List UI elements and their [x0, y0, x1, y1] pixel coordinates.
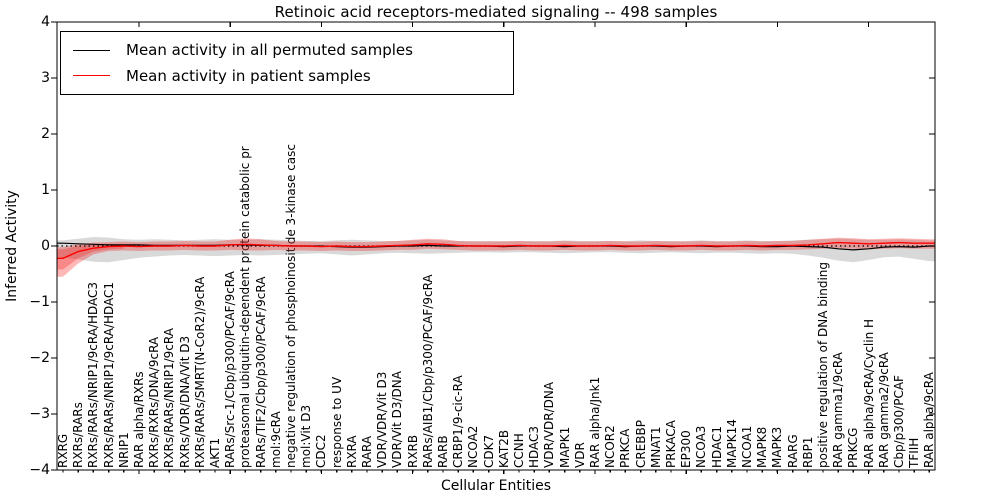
- legend-item-permuted: Mean activity in all permuted samples: [61, 41, 513, 59]
- x-tick-label: AKT1: [208, 437, 222, 468]
- x-tick-label: proteasomal ubiquitin-dependent protein …: [238, 146, 253, 468]
- y-tick-label: 0: [41, 238, 50, 254]
- x-tick-label: RAR alpha/Jnk1: [588, 376, 602, 468]
- x-tick-label: NCOA2: [466, 425, 481, 468]
- x-tick-label: CREBBP: [633, 420, 648, 468]
- x-tick-label: CRBP1/9-cic-RA: [451, 375, 466, 468]
- x-tick-label: RAR alpha/9cRA/Cyclin H: [861, 318, 876, 468]
- x-tick-label: TFIIH: [907, 437, 922, 468]
- x-tick-label: mol:Vit D3: [299, 404, 314, 468]
- legend: Mean activity in all permuted samples Me…: [60, 31, 514, 95]
- x-tick-label: RXRA: [344, 435, 359, 468]
- x-tick-label: NCOR2: [603, 425, 618, 468]
- x-tick-label: NCOA1: [740, 425, 754, 468]
- x-tick-label: HDAC3: [527, 425, 542, 468]
- x-tick-label: RXRG: [56, 433, 70, 468]
- x-tick-label: RXRs/RARs/NRIP1/9cRA/HDAC1: [101, 281, 116, 468]
- x-tick-label: VDR/VDR/Vit D3: [375, 371, 390, 468]
- y-tick-label: 4: [41, 14, 50, 30]
- y-tick-label: 2: [41, 126, 50, 142]
- y-tick-label: −1: [29, 294, 50, 310]
- x-tick-label: HDAC1: [709, 425, 724, 468]
- x-tick-label: CCNH: [512, 433, 526, 468]
- legend-item-patient: Mean activity in patient samples: [61, 67, 513, 85]
- x-tick-label: EP300: [679, 430, 694, 468]
- x-tick-label: Cbp/p300/PCAF: [892, 375, 906, 468]
- x-tick-label: RARA: [360, 435, 374, 468]
- x-tick-label: CDC2: [314, 434, 329, 468]
- x-tick-label: RARs/Src-1/Cbp/p300/PCAF/9cRA: [223, 271, 238, 468]
- x-tick-label: MAPK1: [557, 426, 572, 468]
- y-tick-label: 3: [41, 70, 50, 86]
- x-tick-label: PRKCG: [846, 427, 861, 468]
- y-tick-label: −3: [29, 406, 50, 422]
- x-tick-label: RARB: [436, 435, 450, 468]
- y-tick-label: 1: [41, 182, 50, 198]
- x-tick-label: RAR gamma2/9cRA: [876, 352, 891, 468]
- x-tick-label: RARs/TIF2/Cbp/p300/PCAF/9cRA: [253, 276, 268, 468]
- x-tick-label: MNAT1: [648, 426, 663, 468]
- x-tick-label: RXRs/RARs/NRIP1/9cRA: [162, 328, 177, 468]
- x-tick-label: RXRs/RARs: [71, 402, 86, 468]
- x-tick-label: mol:9cRA: [268, 411, 283, 468]
- y-tick-label: −4: [29, 462, 50, 478]
- legend-line-sample-red: [73, 75, 110, 77]
- x-tick-label: MAPK8: [755, 426, 770, 468]
- x-tick-label: RXRs/RARs/SMRT(N-CoR2)/9cRA: [192, 276, 207, 468]
- x-tick-label: RXRs/RXRs/DNA/9cRA: [147, 336, 162, 468]
- x-tick-label: RXRs/RARs/NRIP1/9cRA/HDAC3: [86, 281, 101, 468]
- x-tick-label: RXRB: [405, 434, 420, 468]
- legend-label: Mean activity in patient samples: [126, 66, 371, 85]
- x-tick-label: PRKACA: [664, 420, 678, 468]
- x-tick-label: PRKCA: [618, 428, 633, 468]
- x-tick-label: VDR/VDR/DNA: [542, 381, 557, 468]
- y-tick-label: −2: [29, 350, 50, 366]
- x-tick-label: KAT2B: [496, 429, 511, 468]
- x-tick-label: response to UV: [329, 376, 344, 468]
- x-tick-label: NCOA3: [694, 425, 709, 468]
- x-tick-label: RBP1: [800, 436, 815, 468]
- x-tick-label: CDK7: [481, 434, 496, 468]
- x-tick-label: RAR alpha/9cRA: [922, 372, 937, 468]
- legend-line-sample-black: [73, 49, 110, 51]
- x-tick-label: RAR alpha/RXRs: [132, 371, 146, 468]
- x-axis-label: Cellular Entities: [440, 478, 552, 494]
- x-tick-label: negative regulation of phosphoinositide …: [284, 144, 298, 468]
- x-tick-label: NRIP1: [116, 432, 131, 468]
- x-tick-label: MAPK14: [724, 419, 739, 468]
- x-tick-label: VDR: [572, 442, 587, 468]
- x-tick-label: RARs/AIB1/Cbp/p300/PCAF/9cRA: [420, 274, 435, 468]
- x-tick-label: RAR gamma1/9cRA: [831, 352, 846, 468]
- x-tick-label: RARG: [785, 434, 800, 468]
- x-tick-label: VDR/Vit D3/DNA: [390, 371, 405, 468]
- x-tick-label: RXRs/VDR/DNA/Vit D3: [177, 335, 192, 468]
- x-tick-label: MAPK3: [770, 426, 785, 468]
- x-tick-label: positive regulation of DNA binding: [816, 262, 830, 468]
- legend-label: Mean activity in all permuted samples: [126, 41, 413, 60]
- chart-title: Retinoic acid receptors-mediated signali…: [274, 3, 718, 21]
